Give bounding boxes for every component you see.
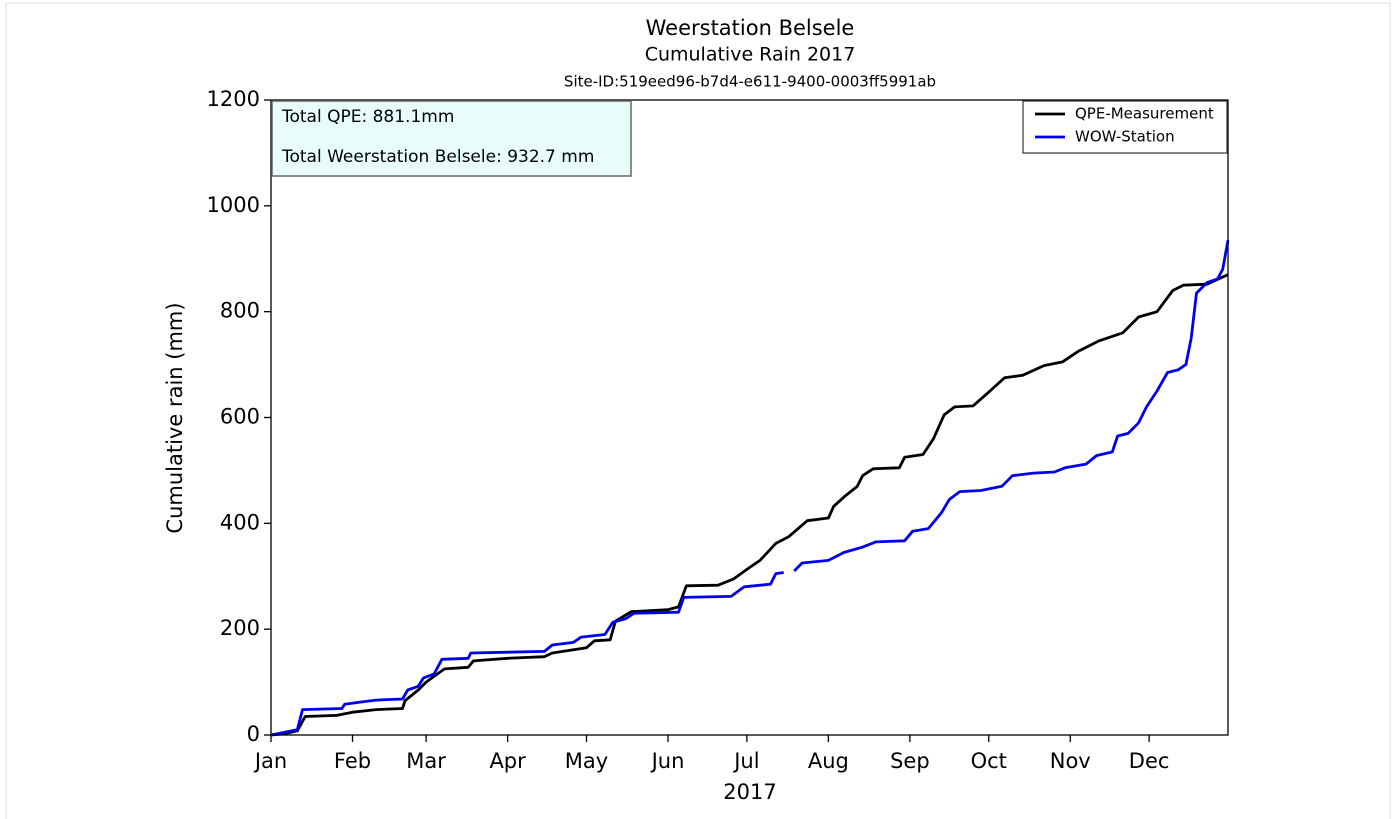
x-tick-label: Aug bbox=[808, 749, 849, 773]
y-tick-label: 1200 bbox=[207, 87, 260, 111]
y-axis-label: Cumulative rain (mm) bbox=[163, 302, 187, 533]
y-tick-label: 0 bbox=[247, 722, 260, 746]
x-tick-label: Mar bbox=[406, 749, 446, 773]
legend-label: WOW-Station bbox=[1075, 128, 1175, 146]
line-series bbox=[270, 239, 1230, 737]
y-tick-label: 400 bbox=[220, 510, 260, 534]
chart-subtitle: Cumulative Rain 2017 bbox=[645, 44, 856, 66]
y-tick-label: 200 bbox=[220, 616, 260, 640]
x-tick-label: Jul bbox=[732, 749, 759, 773]
y-tick-label: 600 bbox=[220, 405, 260, 429]
y-tick-label: 800 bbox=[220, 299, 260, 323]
x-tick-label: Feb bbox=[334, 749, 371, 773]
x-tick-label: Jan bbox=[253, 749, 287, 773]
annotation: Total Weerstation Belsele: 932.7 mm bbox=[281, 147, 594, 167]
line-series bbox=[270, 273, 1229, 737]
x-tick-label: Jun bbox=[650, 749, 685, 773]
x-tick-label: May bbox=[565, 749, 608, 773]
y-tick-label: 1000 bbox=[207, 193, 260, 217]
annotation: Total QPE: 881.1mm bbox=[281, 107, 454, 127]
x-tick-label: Dec bbox=[1129, 749, 1170, 773]
legend-label: QPE-Measurement bbox=[1075, 105, 1214, 123]
chart-title: Weerstation Belsele bbox=[646, 16, 855, 40]
plot-frame bbox=[270, 99, 1229, 736]
site-id: Site-ID:519eed96-b7d4-e611-9400-0003ff59… bbox=[564, 73, 936, 91]
frame bbox=[5, 2, 1391, 819]
x-tick-label: Sep bbox=[890, 749, 930, 773]
legend-box bbox=[1022, 100, 1228, 154]
annotation-box bbox=[271, 100, 632, 177]
x-axis-label: 2017 bbox=[723, 780, 776, 804]
x-tick-label: Nov bbox=[1050, 749, 1091, 773]
x-tick-label: Oct bbox=[971, 749, 1007, 773]
x-tick-label: Apr bbox=[489, 749, 526, 773]
